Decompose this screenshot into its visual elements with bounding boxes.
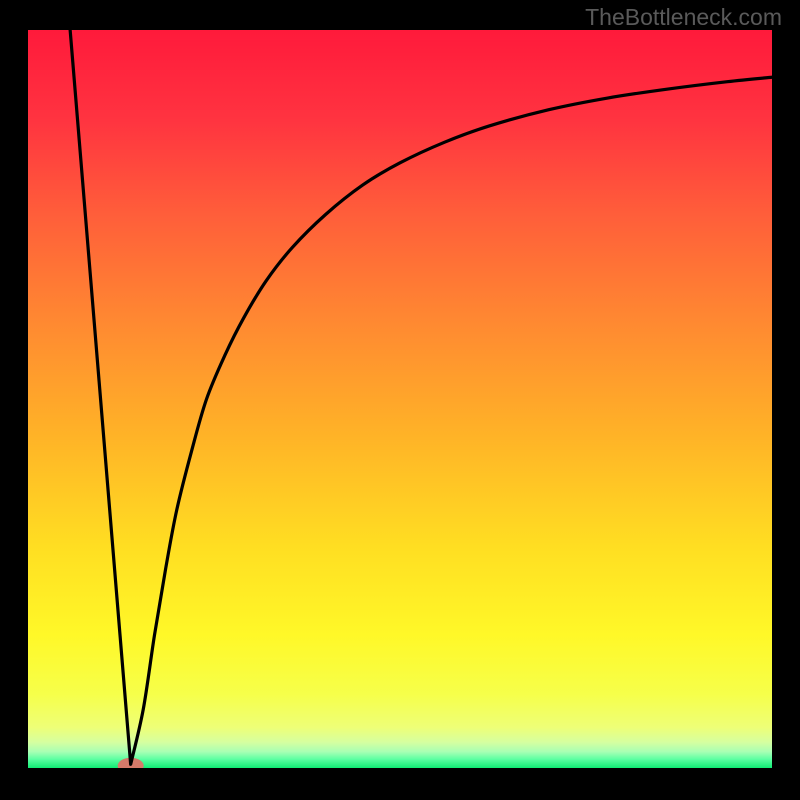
chart-stage: TheBottleneck.com [0, 0, 800, 800]
gradient-background [28, 30, 772, 768]
watermark-text: TheBottleneck.com [585, 4, 782, 31]
bottleneck-plot [0, 0, 800, 800]
